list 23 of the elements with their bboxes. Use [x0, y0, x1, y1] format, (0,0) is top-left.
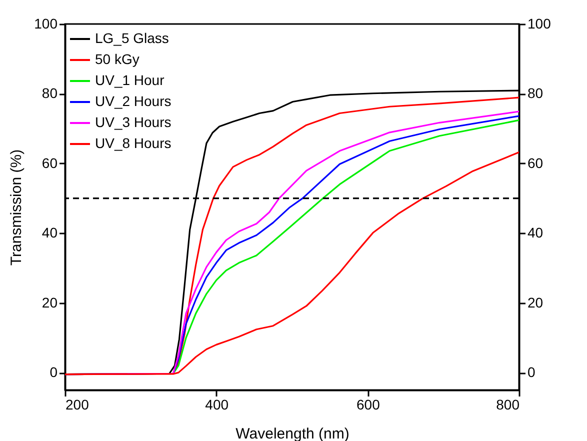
- y2-tick-label: 40: [528, 224, 544, 241]
- x-tick-label: 200: [66, 396, 90, 412]
- y2-tick-label: 80: [528, 85, 544, 102]
- x-tick-label: 800: [496, 396, 520, 412]
- x-tick-label: 400: [205, 396, 229, 412]
- y-tick-label: 100: [34, 16, 58, 32]
- legend-label: 50 kGy: [95, 51, 140, 67]
- y-tick-label: 20: [42, 294, 58, 310]
- y-axis-title: Transmission (%): [8, 149, 26, 266]
- y2-tick-label: 20: [528, 294, 544, 310]
- x-tick-label: 600: [356, 396, 380, 412]
- y-tick-label: 0: [50, 364, 58, 380]
- legend-label: LG_5 Glass: [95, 30, 169, 46]
- y-tick-label: 80: [42, 85, 58, 102]
- legend-label: UV_2 Hours: [95, 93, 172, 109]
- legend-label: UV_8 Hours: [95, 135, 172, 151]
- legend-label: UV_3 Hours: [95, 114, 172, 130]
- y2-tick-label: 60: [528, 154, 544, 171]
- y2-tick-label: 0: [528, 364, 536, 380]
- y-tick-label: 40: [42, 224, 58, 241]
- y2-tick-label: 100: [528, 16, 552, 32]
- legend-label: UV_1 Hour: [95, 72, 165, 88]
- y-tick-label: 60: [42, 154, 58, 171]
